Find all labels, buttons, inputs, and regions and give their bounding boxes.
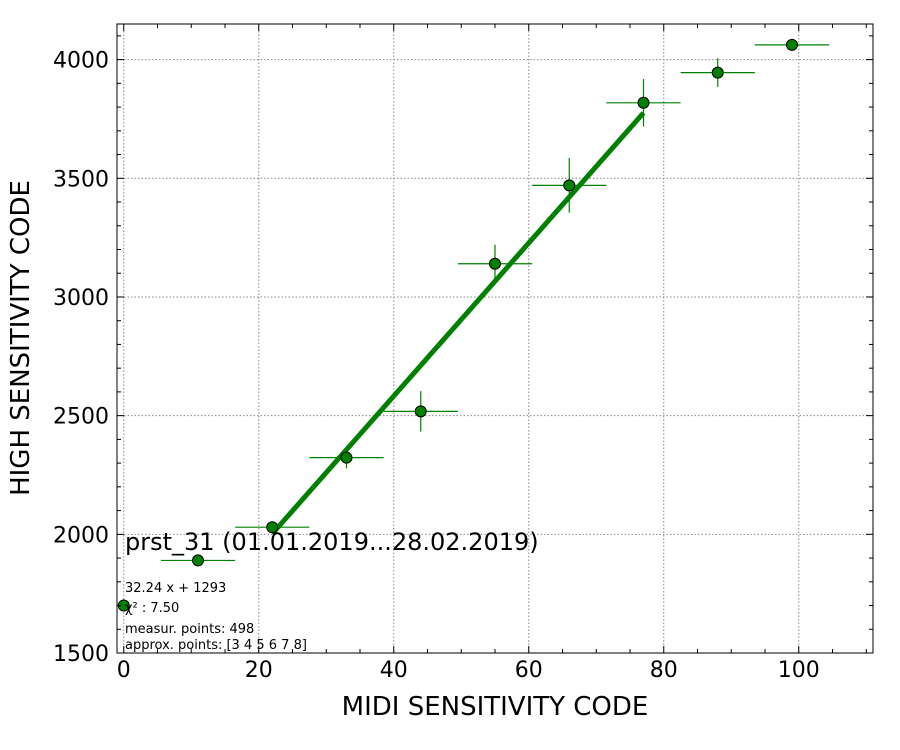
data-point [606, 79, 681, 127]
data-point [160, 554, 236, 567]
annotation-title: prst_31 (01.01.2019...28.02.2019) [125, 528, 539, 556]
data-points [117, 38, 830, 612]
fit-line [270, 111, 646, 536]
data-marker [340, 451, 353, 464]
data-marker [192, 554, 204, 567]
data-point [532, 158, 607, 213]
fit-line-group [270, 111, 646, 536]
x-tick-label: 0 [117, 658, 131, 683]
y-tick-label: 1500 [53, 642, 109, 667]
data-point [680, 58, 755, 87]
y-tick-label: 2500 [53, 405, 109, 430]
data-point [309, 446, 384, 469]
x-tick-label: 20 [245, 658, 273, 683]
annotation-formula: 32.24 x + 1293 [125, 581, 226, 596]
x-axis-title: MIDI SENSITIVITY CODE [342, 692, 649, 722]
ticks [117, 24, 873, 654]
data-point [235, 521, 310, 534]
annotation-approx: approx. points: [3 4 5 6 7 8] [125, 638, 307, 653]
y-tick-label: 2000 [53, 523, 109, 548]
data-point [383, 391, 458, 432]
annotation-measured: measur. points: 498 [125, 622, 254, 637]
data-marker [637, 96, 650, 109]
x-tick-label: 80 [650, 658, 678, 683]
y-axis-title: HIGH SENSITIVITY CODE [6, 180, 36, 496]
data-marker [711, 66, 724, 79]
x-tick-label: 40 [380, 658, 408, 683]
y-tick-label: 3000 [53, 286, 109, 311]
data-marker [489, 257, 501, 270]
data-marker [266, 521, 279, 534]
annotation-chi2: χ² : 7.50 [125, 601, 179, 616]
tick-labels: 0 20 40 60 80 100 1500 2000 2500 3000 3500 4000 [53, 49, 820, 683]
y-tick-label: 3500 [53, 167, 109, 192]
data-marker [563, 179, 576, 192]
y-tick-label: 4000 [53, 49, 109, 74]
data-marker [414, 405, 427, 418]
data-marker [786, 38, 798, 51]
data-point [457, 244, 533, 283]
x-tick-label: 100 [778, 658, 820, 683]
data-point [754, 38, 830, 51]
x-tick-label: 60 [515, 658, 543, 683]
